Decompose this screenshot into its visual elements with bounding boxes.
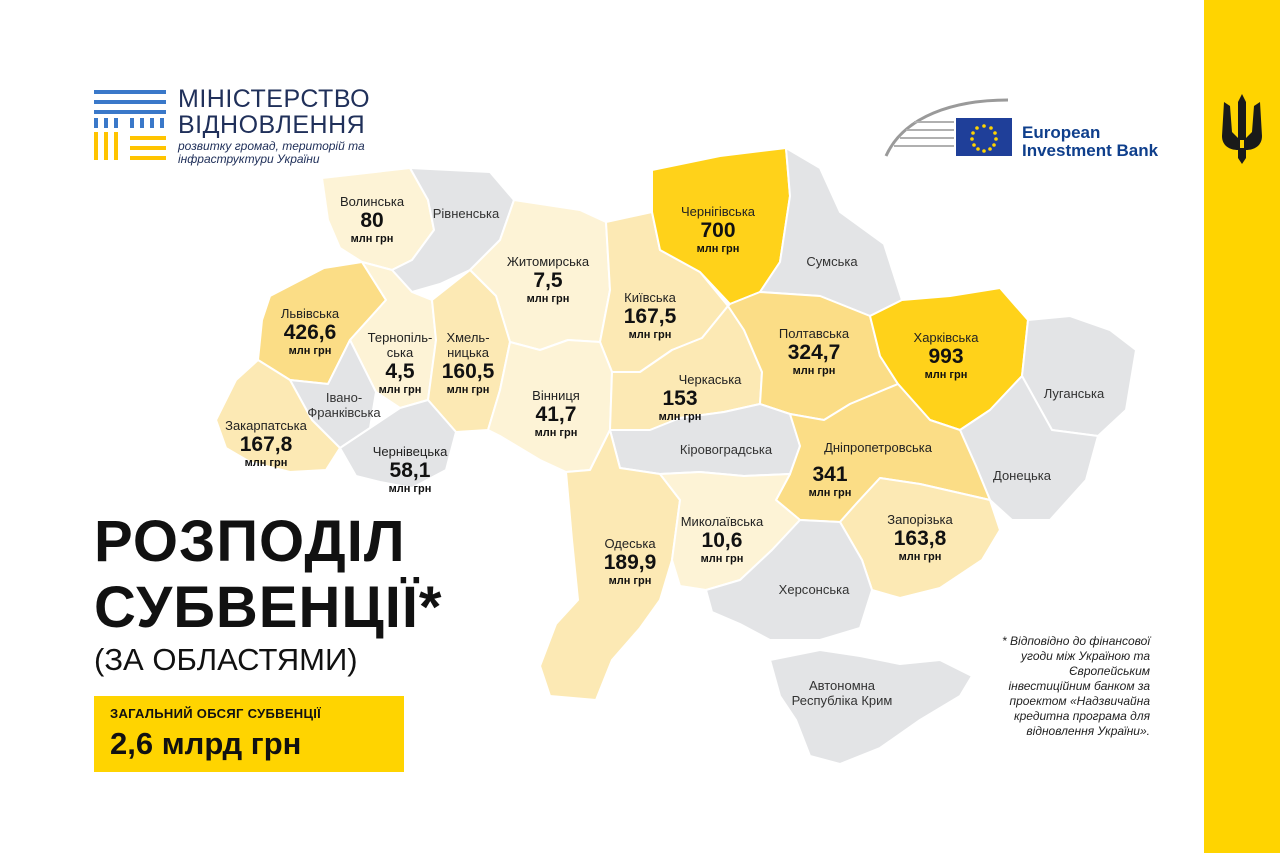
page-subtitle: (ЗА ОБЛАСТЯМИ) (94, 642, 358, 677)
label-kyivska: Київська 167,5 млн грн (623, 290, 677, 341)
label-khmelnytska: Хмель-ницька 160,5 млн грн (441, 330, 495, 396)
eib-arc-icon (884, 98, 1009, 157)
eu-flag-icon (956, 118, 1012, 156)
ministry-title: МІНІСТЕРСТВО ВІДНОВЛЕННЯ (178, 85, 371, 139)
title-line-1: РОЗПОДІЛ (94, 509, 406, 574)
ministry-logo: МІНІСТЕРСТВО ВІДНОВЛЕННЯ розвитку громад… (94, 85, 394, 168)
label-chernivetska: Чернівецька 58,1 млн грн (372, 444, 448, 495)
label-chernihivska: Чернігівська 700 млн грн (680, 204, 756, 255)
total-value: 2,6 млрд грн (110, 726, 302, 761)
label-mykolaivska: Миколаївська 10,6 млн грн (680, 514, 764, 565)
region-rivnenska[interactable] (391, 167, 515, 293)
label-kharkivska: Харківська 993 млн грн (913, 330, 979, 381)
label-rivnenska: Рівненська (432, 206, 500, 221)
label-volynska: Волинська 80 млн грн (339, 194, 405, 245)
trident-icon (1222, 94, 1262, 164)
label-lvivska: Львівська 426,6 млн грн (280, 306, 340, 357)
title-line-2: СУБВЕНЦІЇ* (94, 575, 443, 640)
region-chernivetska[interactable] (339, 399, 457, 489)
label-donetska: Донецька (992, 468, 1052, 483)
label-khersonska: Херсонська (778, 582, 850, 597)
total-label: ЗАГАЛЬНИЙ ОБСЯГ СУБВЕНЦІЇ (110, 706, 322, 721)
label-zaporizka: Запорізька 163,8 млн грн (887, 512, 953, 563)
page-title: РОЗПОДІЛ СУБВЕНЦІЇ* (94, 512, 442, 638)
label-luhanska: Луганська (1043, 386, 1105, 401)
region-khersonska[interactable] (705, 519, 873, 641)
ministry-stripes-logo-icon (94, 90, 166, 160)
footnote: * Відповідно до фінансової угоди між Укр… (1002, 634, 1150, 738)
label-ternopilska: Тернопіль-ська 4,5 млн грн (367, 330, 433, 396)
label-vinnytska: Вінниця 41,7 млн грн (532, 388, 580, 439)
ukraine-map (215, 147, 1137, 765)
eib-logo: European Investment Bank (884, 96, 1184, 166)
region-crimea[interactable] (769, 649, 973, 765)
eib-name: European Investment Bank (1022, 123, 1159, 160)
label-ivano: Івано-Франківська (307, 390, 381, 420)
ministry-subtitle: розвитку громад, територій та інфраструк… (178, 139, 365, 166)
label-odeska: Одеська 189,9 млн грн (603, 536, 657, 587)
label-dnipropetrovska: Дніпропетровська 341 млн грн (808, 440, 932, 499)
label-zhytomyrska: Житомирська 7,5 млн грн (506, 254, 590, 305)
label-poltavska: Полтавська 324,7 млн грн (778, 326, 850, 377)
label-kirovohradska: Кіровоградська (679, 442, 773, 457)
label-zakarpatska: Закарпатська 167,8 млн грн (225, 418, 307, 469)
label-sumska: Сумська (806, 254, 858, 269)
total-box: ЗАГАЛЬНИЙ ОБСЯГ СУБВЕНЦІЇ 2,6 млрд грн (94, 696, 404, 772)
label-crimea: Автономна Республіка Крим (791, 678, 893, 708)
region-odeska[interactable] (539, 429, 681, 701)
label-cherkaska: Черкаська 153 млн грн (658, 372, 742, 423)
